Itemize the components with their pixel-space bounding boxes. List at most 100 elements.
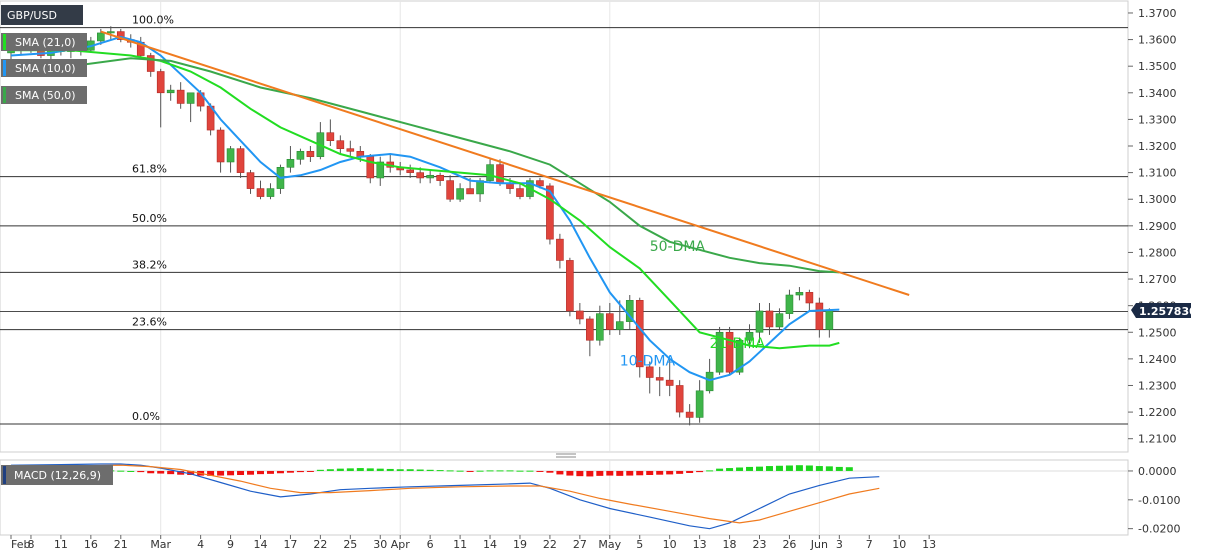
macd-histogram-bar[interactable] (306, 470, 314, 472)
macd-histogram-bar[interactable] (526, 470, 534, 472)
candle[interactable] (266, 183, 275, 200)
candle[interactable] (655, 366, 664, 397)
macd-histogram-bar[interactable] (336, 468, 344, 471)
macd-histogram-bar[interactable] (406, 469, 414, 471)
macd-histogram-bar[interactable] (576, 470, 584, 477)
candle[interactable] (685, 404, 694, 426)
candle[interactable] (556, 233, 564, 269)
macd-histogram-bar[interactable] (686, 470, 694, 473)
candle[interactable] (576, 302, 584, 325)
candle[interactable] (566, 257, 574, 317)
macd-histogram-bar[interactable] (566, 470, 574, 476)
macd-histogram-bar[interactable] (736, 467, 744, 471)
macd-histogram-bar[interactable] (646, 470, 654, 475)
macd-histogram-bar[interactable] (676, 470, 684, 474)
macd-histogram-bar[interactable] (217, 470, 225, 476)
macd-histogram-bar[interactable] (426, 469, 434, 471)
macd-histogram-bar[interactable] (706, 470, 714, 472)
candle[interactable] (715, 326, 724, 375)
macd-histogram-bar[interactable] (127, 470, 135, 472)
candle[interactable] (486, 159, 494, 184)
candle[interactable] (216, 127, 225, 173)
macd-histogram-bar[interactable] (795, 465, 803, 471)
macd-histogram-bar[interactable] (207, 470, 215, 476)
macd-histogram-bar[interactable] (257, 470, 264, 475)
macd-histogram-bar[interactable] (606, 470, 614, 476)
candle[interactable] (745, 324, 754, 349)
macd-histogram-bar[interactable] (366, 468, 374, 471)
candle[interactable] (296, 148, 305, 165)
macd-histogram-bar[interactable] (815, 466, 823, 471)
candle[interactable] (226, 146, 235, 173)
macd-histogram-bar[interactable] (775, 465, 783, 471)
candle[interactable] (186, 92, 195, 123)
candle[interactable] (815, 297, 824, 338)
macd-histogram-bar[interactable] (765, 466, 773, 471)
candle[interactable] (516, 183, 524, 200)
candle[interactable] (705, 358, 714, 394)
candle[interactable] (376, 156, 385, 186)
macd-histogram-bar[interactable] (137, 470, 145, 473)
macd-histogram-bar[interactable] (237, 470, 245, 475)
macd-histogram-bar[interactable] (696, 470, 704, 473)
macd-histogram-bar[interactable] (466, 470, 474, 472)
macd-histogram-bar[interactable] (167, 470, 175, 475)
macd-histogram-bar[interactable] (636, 470, 644, 476)
candle[interactable] (586, 316, 594, 357)
candle[interactable] (605, 302, 614, 335)
macd-histogram-bar[interactable] (456, 470, 464, 472)
macd-histogram-bar[interactable] (316, 469, 324, 471)
macd-histogram-bar[interactable] (346, 468, 354, 471)
legend-sma21[interactable]: SMA (21,0) (1, 33, 87, 51)
macd-histogram-bar[interactable] (586, 470, 594, 477)
macd-histogram-bar[interactable] (845, 467, 853, 471)
candle[interactable] (107, 26, 115, 40)
macd-label[interactable]: MACD (12,26,9) (14, 469, 101, 482)
macd-histogram-bar[interactable] (147, 470, 155, 474)
macd-histogram-bar[interactable] (396, 469, 404, 471)
candle[interactable] (805, 289, 814, 311)
macd-histogram-bar[interactable] (666, 470, 674, 475)
candle[interactable] (785, 289, 794, 319)
macd-histogram-bar[interactable] (835, 466, 843, 471)
macd-histogram-bar[interactable] (177, 470, 185, 475)
macd-histogram-bar[interactable] (157, 470, 165, 474)
candle[interactable] (156, 68, 165, 128)
macd-histogram-bar[interactable] (276, 470, 284, 474)
candle[interactable] (146, 52, 155, 77)
candle[interactable] (446, 175, 454, 202)
macd-histogram-bar[interactable] (356, 468, 364, 471)
macd-histogram-bar[interactable] (825, 466, 833, 471)
macd-histogram-bar[interactable] (286, 470, 294, 473)
macd-histogram-bar[interactable] (785, 465, 793, 471)
candle[interactable] (236, 146, 245, 178)
panel-resize-handle[interactable] (556, 453, 576, 458)
candle[interactable] (406, 164, 415, 178)
macd-histogram-bar[interactable] (446, 470, 454, 472)
macd-histogram-bar[interactable] (556, 470, 564, 475)
macd-histogram-bar[interactable] (187, 470, 195, 475)
macd-histogram-bar[interactable] (266, 470, 274, 474)
macd-histogram-bar[interactable] (656, 470, 664, 475)
macd-histogram-bar[interactable] (436, 470, 444, 472)
macd-histogram-bar[interactable] (516, 470, 524, 472)
candle[interactable] (286, 146, 295, 173)
macd-histogram-bar[interactable] (247, 470, 255, 475)
macd-histogram-bar[interactable] (716, 468, 724, 471)
candle[interactable] (246, 169, 255, 194)
candle[interactable] (456, 183, 464, 202)
candle[interactable] (306, 146, 315, 162)
candle[interactable] (426, 169, 434, 184)
macd-histogram-bar[interactable] (386, 468, 394, 471)
macd-histogram-bar[interactable] (536, 470, 544, 472)
macd-histogram-bar[interactable] (476, 470, 484, 472)
candle[interactable] (546, 183, 554, 245)
macd-histogram-bar[interactable] (227, 470, 235, 476)
macd-histogram-bar[interactable] (496, 470, 504, 472)
macd-histogram-bar[interactable] (546, 470, 554, 473)
macd-histogram-bar[interactable] (296, 470, 304, 473)
candle[interactable] (256, 180, 265, 200)
candle[interactable] (665, 358, 674, 397)
candle[interactable] (775, 308, 784, 330)
candle[interactable] (346, 140, 355, 157)
